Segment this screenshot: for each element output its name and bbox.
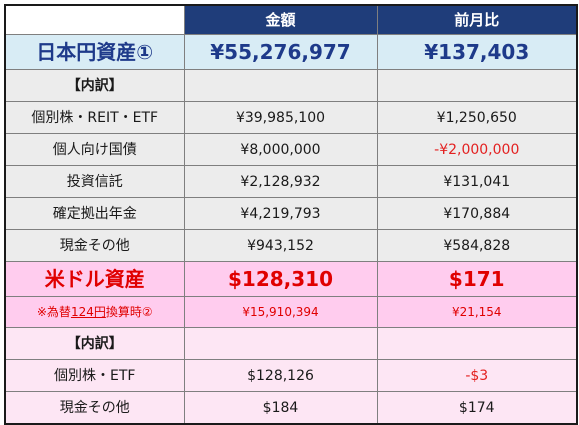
rate-note-rate: 124円 bbox=[70, 305, 106, 319]
row-label: 投資信託 bbox=[4, 165, 185, 198]
asset-summary-table: 金額 前月比 日本円資産① ¥55,276,977 ¥137,403 【内訳】 … bbox=[4, 4, 578, 425]
rate-note-suffix: 換算時② bbox=[105, 305, 153, 319]
usd-rate-row: ※為替124円換算時② ¥15,910,394 ¥21,154 bbox=[4, 296, 578, 328]
header-amount: 金額 bbox=[183, 4, 378, 35]
header-row: 金額 前月比 bbox=[4, 4, 578, 35]
empty-cell bbox=[183, 327, 378, 360]
row-change: $174 bbox=[376, 391, 578, 425]
row-amount: ¥39,985,100 bbox=[183, 101, 378, 134]
header-change: 前月比 bbox=[376, 4, 578, 35]
jpy-breakdown-row: 【内訳】 bbox=[4, 69, 578, 102]
jpy-total-row: 日本円資産① ¥55,276,977 ¥137,403 bbox=[4, 34, 578, 70]
row-label: 個別株・ETF bbox=[4, 359, 185, 392]
usd-total-amount: $128,310 bbox=[183, 261, 378, 297]
rate-note-prefix: ※為替 bbox=[36, 305, 71, 319]
usd-yen-amount: ¥15,910,394 bbox=[183, 296, 378, 328]
row-amount: ¥943,152 bbox=[183, 229, 378, 262]
row-amount: ¥4,219,793 bbox=[183, 197, 378, 230]
jpy-row-cash: 現金その他 ¥943,152 ¥584,828 bbox=[4, 229, 578, 262]
empty-cell bbox=[376, 69, 578, 102]
row-change-negative: -$3 bbox=[376, 359, 578, 392]
row-label: 個別株・REIT・ETF bbox=[4, 101, 185, 134]
row-change: ¥131,041 bbox=[376, 165, 578, 198]
row-change: ¥1,250,650 bbox=[376, 101, 578, 134]
jpy-row-funds: 投資信託 ¥2,128,932 ¥131,041 bbox=[4, 165, 578, 198]
row-amount: ¥2,128,932 bbox=[183, 165, 378, 198]
jpy-breakdown-label: 【内訳】 bbox=[4, 69, 185, 102]
usd-row-stocks: 個別株・ETF $128,126 -$3 bbox=[4, 359, 578, 392]
usd-breakdown-label: 【内訳】 bbox=[4, 327, 185, 360]
usd-total-change: $171 bbox=[376, 261, 578, 297]
usd-rate-note: ※為替124円換算時② bbox=[4, 296, 185, 328]
row-change: ¥170,884 bbox=[376, 197, 578, 230]
usd-yen-change: ¥21,154 bbox=[376, 296, 578, 328]
header-blank-cell bbox=[4, 4, 185, 35]
usd-total-row: 米ドル資産 $128,310 $171 bbox=[4, 261, 578, 297]
row-label: 確定拠出年金 bbox=[4, 197, 185, 230]
row-change: ¥584,828 bbox=[376, 229, 578, 262]
usd-row-cash: 現金その他 $184 $174 bbox=[4, 391, 578, 425]
row-label: 現金その他 bbox=[4, 229, 185, 262]
jpy-row-bonds: 個人向け国債 ¥8,000,000 -¥2,000,000 bbox=[4, 133, 578, 166]
row-change-negative: -¥2,000,000 bbox=[376, 133, 578, 166]
jpy-title: 日本円資産① bbox=[4, 34, 185, 70]
jpy-total-amount: ¥55,276,977 bbox=[183, 34, 378, 70]
empty-cell bbox=[183, 69, 378, 102]
row-amount: $128,126 bbox=[183, 359, 378, 392]
row-amount: $184 bbox=[183, 391, 378, 425]
jpy-row-pension: 確定拠出年金 ¥4,219,793 ¥170,884 bbox=[4, 197, 578, 230]
jpy-total-change: ¥137,403 bbox=[376, 34, 578, 70]
row-amount: ¥8,000,000 bbox=[183, 133, 378, 166]
usd-breakdown-row: 【内訳】 bbox=[4, 327, 578, 360]
jpy-row-stocks: 個別株・REIT・ETF ¥39,985,100 ¥1,250,650 bbox=[4, 101, 578, 134]
row-label: 個人向け国債 bbox=[4, 133, 185, 166]
usd-title: 米ドル資産 bbox=[4, 261, 185, 297]
row-label: 現金その他 bbox=[4, 391, 185, 425]
empty-cell bbox=[376, 327, 578, 360]
